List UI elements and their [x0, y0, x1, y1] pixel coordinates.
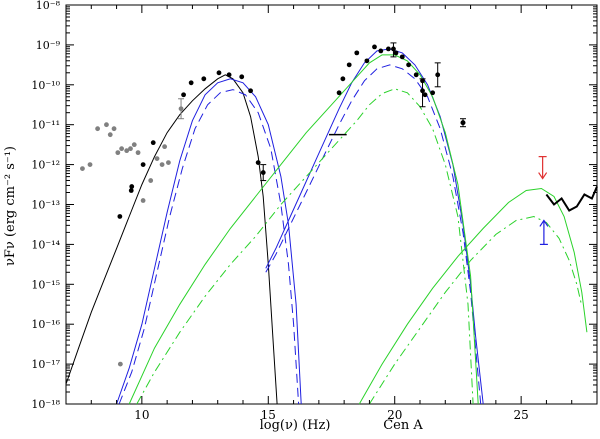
data-point-grey-10: [128, 146, 133, 152]
data-point-black-15: [340, 76, 346, 82]
data-point-black-3: [129, 184, 135, 189]
series-line-3: [118, 89, 300, 405]
data-point-grey-3: [95, 126, 101, 132]
data-point-black-27: [422, 92, 428, 98]
y-tick-label-8: 10⁻¹⁰: [31, 79, 60, 92]
y-tick-label-1: 10⁻¹⁷: [31, 358, 60, 371]
data-point-black-16: [346, 62, 352, 68]
upper-limit-arrow: [538, 172, 548, 180]
data-point-black-5: [150, 140, 156, 146]
data-point-grey-7: [115, 150, 121, 156]
data-point-grey-16: [159, 162, 165, 168]
data-point-black-9: [216, 70, 222, 76]
x-tick-label-20: 20: [387, 408, 402, 422]
y-tick-label-2: 10⁻¹⁶: [31, 318, 60, 331]
y-tick-label-3: 10⁻¹⁵: [31, 278, 60, 291]
data-point-grey-13: [140, 198, 146, 203]
series-line-8: [358, 187, 588, 405]
error-point-black-2: [420, 88, 425, 94]
series-line-7: [136, 88, 474, 405]
data-point-grey-11: [131, 142, 137, 148]
data-marks: [65, 42, 598, 405]
data-point-black-18: [364, 58, 370, 64]
y-tick-label-0: 10⁻¹⁸: [31, 398, 60, 411]
data-point-black-8: [201, 76, 207, 82]
y-tick-label-10: 10⁻⁸: [36, 0, 61, 12]
data-point-black-25: [413, 72, 419, 78]
data-point-grey-2: [87, 162, 93, 168]
data-point-black-13: [255, 160, 261, 166]
data-point-black-2: [128, 188, 134, 193]
series-line-6: [128, 54, 479, 405]
x-tick-label-25: 25: [514, 408, 529, 422]
data-point-grey-1: [80, 166, 85, 171]
series-line-1: [65, 74, 278, 405]
data-point-black-7: [188, 80, 194, 86]
series-line-5: [265, 64, 482, 405]
error-point-black-5: [391, 46, 396, 52]
data-point-black-12: [248, 88, 253, 94]
error-point-grey-1: [178, 106, 184, 112]
data-point-black-23: [399, 54, 405, 60]
data-point-grey-15: [154, 156, 160, 162]
y-tick-label-5: 10⁻¹³: [31, 199, 60, 212]
y-tick-label-9: 10⁻⁹: [36, 39, 61, 52]
data-point-black-14: [336, 90, 342, 96]
y-tick-label-6: 10⁻¹²: [31, 159, 60, 172]
x-tick-label-15: 15: [261, 408, 276, 422]
x-tick-label-10: 10: [134, 408, 149, 422]
data-point-grey-8: [119, 146, 125, 152]
data-point-black-21: [385, 46, 391, 52]
series-line-10: [545, 186, 598, 212]
axis-ticks: 10 15 20 25 10⁻¹⁸ 10⁻¹⁷ 10⁻¹⁶ 10⁻¹⁵ 10⁻¹⁴ 10⁻¹³ 10…: [31, 0, 598, 422]
data-point-black-17: [354, 50, 360, 56]
y-tick-label-7: 10⁻¹¹: [31, 119, 60, 132]
data-point-grey-14: [148, 178, 154, 183]
data-point-grey-17: [162, 144, 168, 150]
data-point-grey-18: [166, 160, 171, 166]
data-point-black-4: [140, 162, 146, 168]
data-point-black-28: [430, 90, 436, 96]
data-point-grey-9: [124, 148, 130, 154]
y-tick-label-4: 10⁻¹⁴: [31, 238, 60, 251]
series-line-9: [368, 215, 583, 405]
lower-limit-arrow: [539, 219, 549, 227]
error-point-black-3: [435, 72, 441, 78]
data-point-black-1: [117, 214, 123, 219]
error-point-black-4: [460, 120, 466, 126]
data-point-grey-12: [135, 150, 141, 156]
data-point-black-11: [239, 74, 245, 80]
data-point-grey-19: [117, 361, 123, 367]
x-axis-label: log(ν) (Hz): [260, 418, 331, 433]
plot-frame: [65, 4, 598, 405]
data-point-grey-6: [111, 126, 117, 132]
data-point-black-24: [406, 62, 412, 68]
data-point-grey-5: [107, 132, 113, 138]
data-point-black-6: [181, 92, 186, 98]
error-point-black-1: [260, 170, 266, 175]
data-point-black-20: [378, 48, 384, 54]
plot-border: [65, 4, 598, 405]
data-point-black-10: [226, 72, 232, 78]
data-point-black-22: [393, 50, 399, 56]
series-line-4: [265, 48, 484, 405]
data-point-black-19: [372, 44, 377, 50]
data-point-grey-4: [104, 122, 109, 128]
y-axis-label: νFν (erg cm⁻² s⁻¹): [3, 146, 18, 266]
series-line-2: [116, 78, 302, 405]
annotation-label: Cen A: [383, 418, 423, 433]
